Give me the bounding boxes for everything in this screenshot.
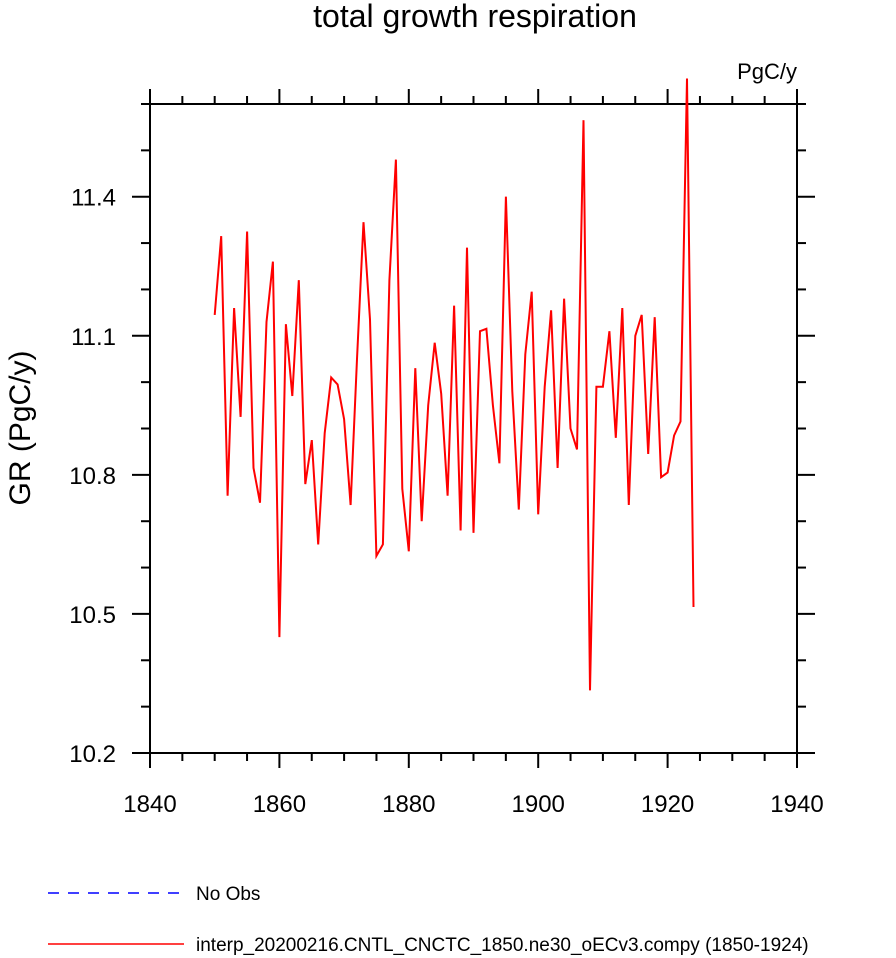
plot-frame <box>149 103 798 754</box>
legend: No Obs interp_20200216.CNTL_CNCTC_1850.n… <box>48 884 809 956</box>
chart-title: total growth respiration <box>313 0 637 34</box>
series-group <box>213 78 695 691</box>
y-tick-label: 11.1 <box>71 324 116 351</box>
axis-ticks <box>132 89 815 768</box>
x-tick-label: 1840 <box>123 791 176 818</box>
y-tick-label: 11.4 <box>71 185 116 212</box>
x-tick-label: 1900 <box>512 791 565 818</box>
y-axis-label: GR (PgC/y) <box>4 350 37 505</box>
y-tick-label: 10.8 <box>69 463 116 490</box>
units-label: PgC/y <box>737 59 797 84</box>
x-tick-label: 1880 <box>382 791 435 818</box>
x-tick-label: 1920 <box>641 791 694 818</box>
tick-labels: 1840 1860 1880 1900 1920 1940 10.2 10.5 10.8 11.1… <box>69 185 823 818</box>
legend-label-no-obs: No Obs <box>196 884 260 905</box>
legend-label-model: interp_20200216.CNTL_CNCTC_1850.ne30_oEC… <box>196 935 809 956</box>
x-tick-label: 1940 <box>770 791 823 818</box>
series-line-1 <box>213 78 695 691</box>
y-tick-label: 10.5 <box>69 602 116 629</box>
y-tick-label: 10.2 <box>69 741 116 768</box>
x-tick-label: 1860 <box>253 791 306 818</box>
